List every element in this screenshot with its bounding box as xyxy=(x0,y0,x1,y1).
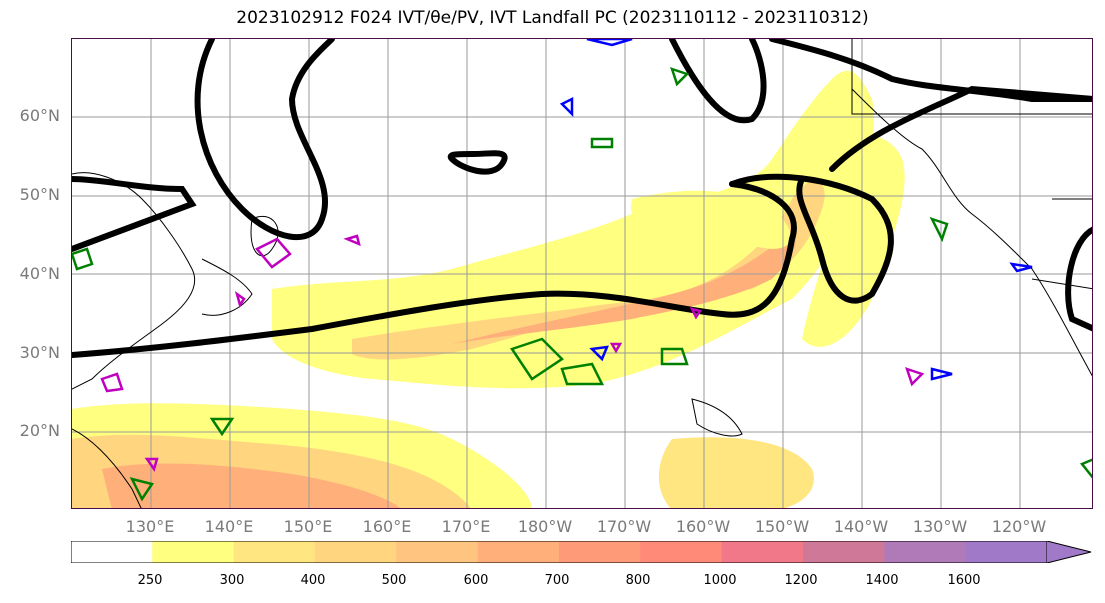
lon-label-140w: 140°W xyxy=(833,517,889,536)
colorbar-tick-1400: 1400 xyxy=(865,573,899,588)
ivt-colorbar xyxy=(71,541,1092,563)
lat-label-30n: 30°N xyxy=(19,343,60,362)
colorbar-segment xyxy=(152,541,235,563)
theta-e-contours xyxy=(100,234,925,472)
colorbar-tick-400: 400 xyxy=(300,573,326,588)
colorbar-tick-500: 500 xyxy=(381,573,407,588)
lon-label-120w: 120°W xyxy=(991,517,1047,536)
lon-label-140e: 140°E xyxy=(204,517,254,536)
lon-label-160e: 160°E xyxy=(362,517,412,536)
colorbar-tick-1600: 1600 xyxy=(947,573,981,588)
colorbar-segment xyxy=(71,541,153,563)
colorbar-tick-600: 600 xyxy=(463,573,489,588)
colorbar-segment xyxy=(965,541,1047,563)
lon-label-170e: 170°E xyxy=(441,517,491,536)
lon-label-130e: 130°E xyxy=(125,517,175,536)
colorbar-tick-300: 300 xyxy=(219,573,245,588)
colorbar-tick-700: 700 xyxy=(544,573,570,588)
colorbar-tick-800: 800 xyxy=(625,573,651,588)
ivt-contour-lines xyxy=(72,39,1092,358)
lon-label-170w: 170°W xyxy=(596,517,652,536)
colorbar-segment xyxy=(803,541,885,563)
colorbar-segment xyxy=(315,541,397,563)
colorbar-segment xyxy=(233,541,316,563)
map-canvas xyxy=(72,39,1092,508)
colorbar-tick-250: 250 xyxy=(137,573,163,588)
colorbar-segment xyxy=(640,541,723,563)
lon-label-130w: 130°W xyxy=(912,517,968,536)
colorbar-tick-1200: 1200 xyxy=(784,573,818,588)
lat-label-20n: 20°N xyxy=(19,421,60,440)
colorbar-segment xyxy=(884,541,967,563)
pv-negative-contours xyxy=(559,39,1033,381)
lon-label-160w: 160°W xyxy=(675,517,731,536)
colorbar-segment xyxy=(559,541,641,563)
colorbar-segment xyxy=(721,541,804,563)
lon-label-150w: 150°W xyxy=(754,517,810,536)
ivt-shading xyxy=(72,70,905,508)
colorbar-segment xyxy=(396,541,479,563)
lat-label-60n: 60°N xyxy=(19,106,60,125)
lon-label-150e: 150°E xyxy=(283,517,333,536)
colorbar-tick-1000: 1000 xyxy=(703,573,737,588)
lon-label-180w: 180°W xyxy=(517,517,573,536)
map-panel xyxy=(71,38,1093,509)
map-title: 2023102912 F024 IVT/θe/PV, IVT Landfall … xyxy=(236,8,869,28)
lat-label-40n: 40°N xyxy=(19,264,60,283)
colorbar-segment xyxy=(477,541,560,563)
lat-label-50n: 50°N xyxy=(19,185,60,204)
pv-contours xyxy=(72,67,1092,502)
